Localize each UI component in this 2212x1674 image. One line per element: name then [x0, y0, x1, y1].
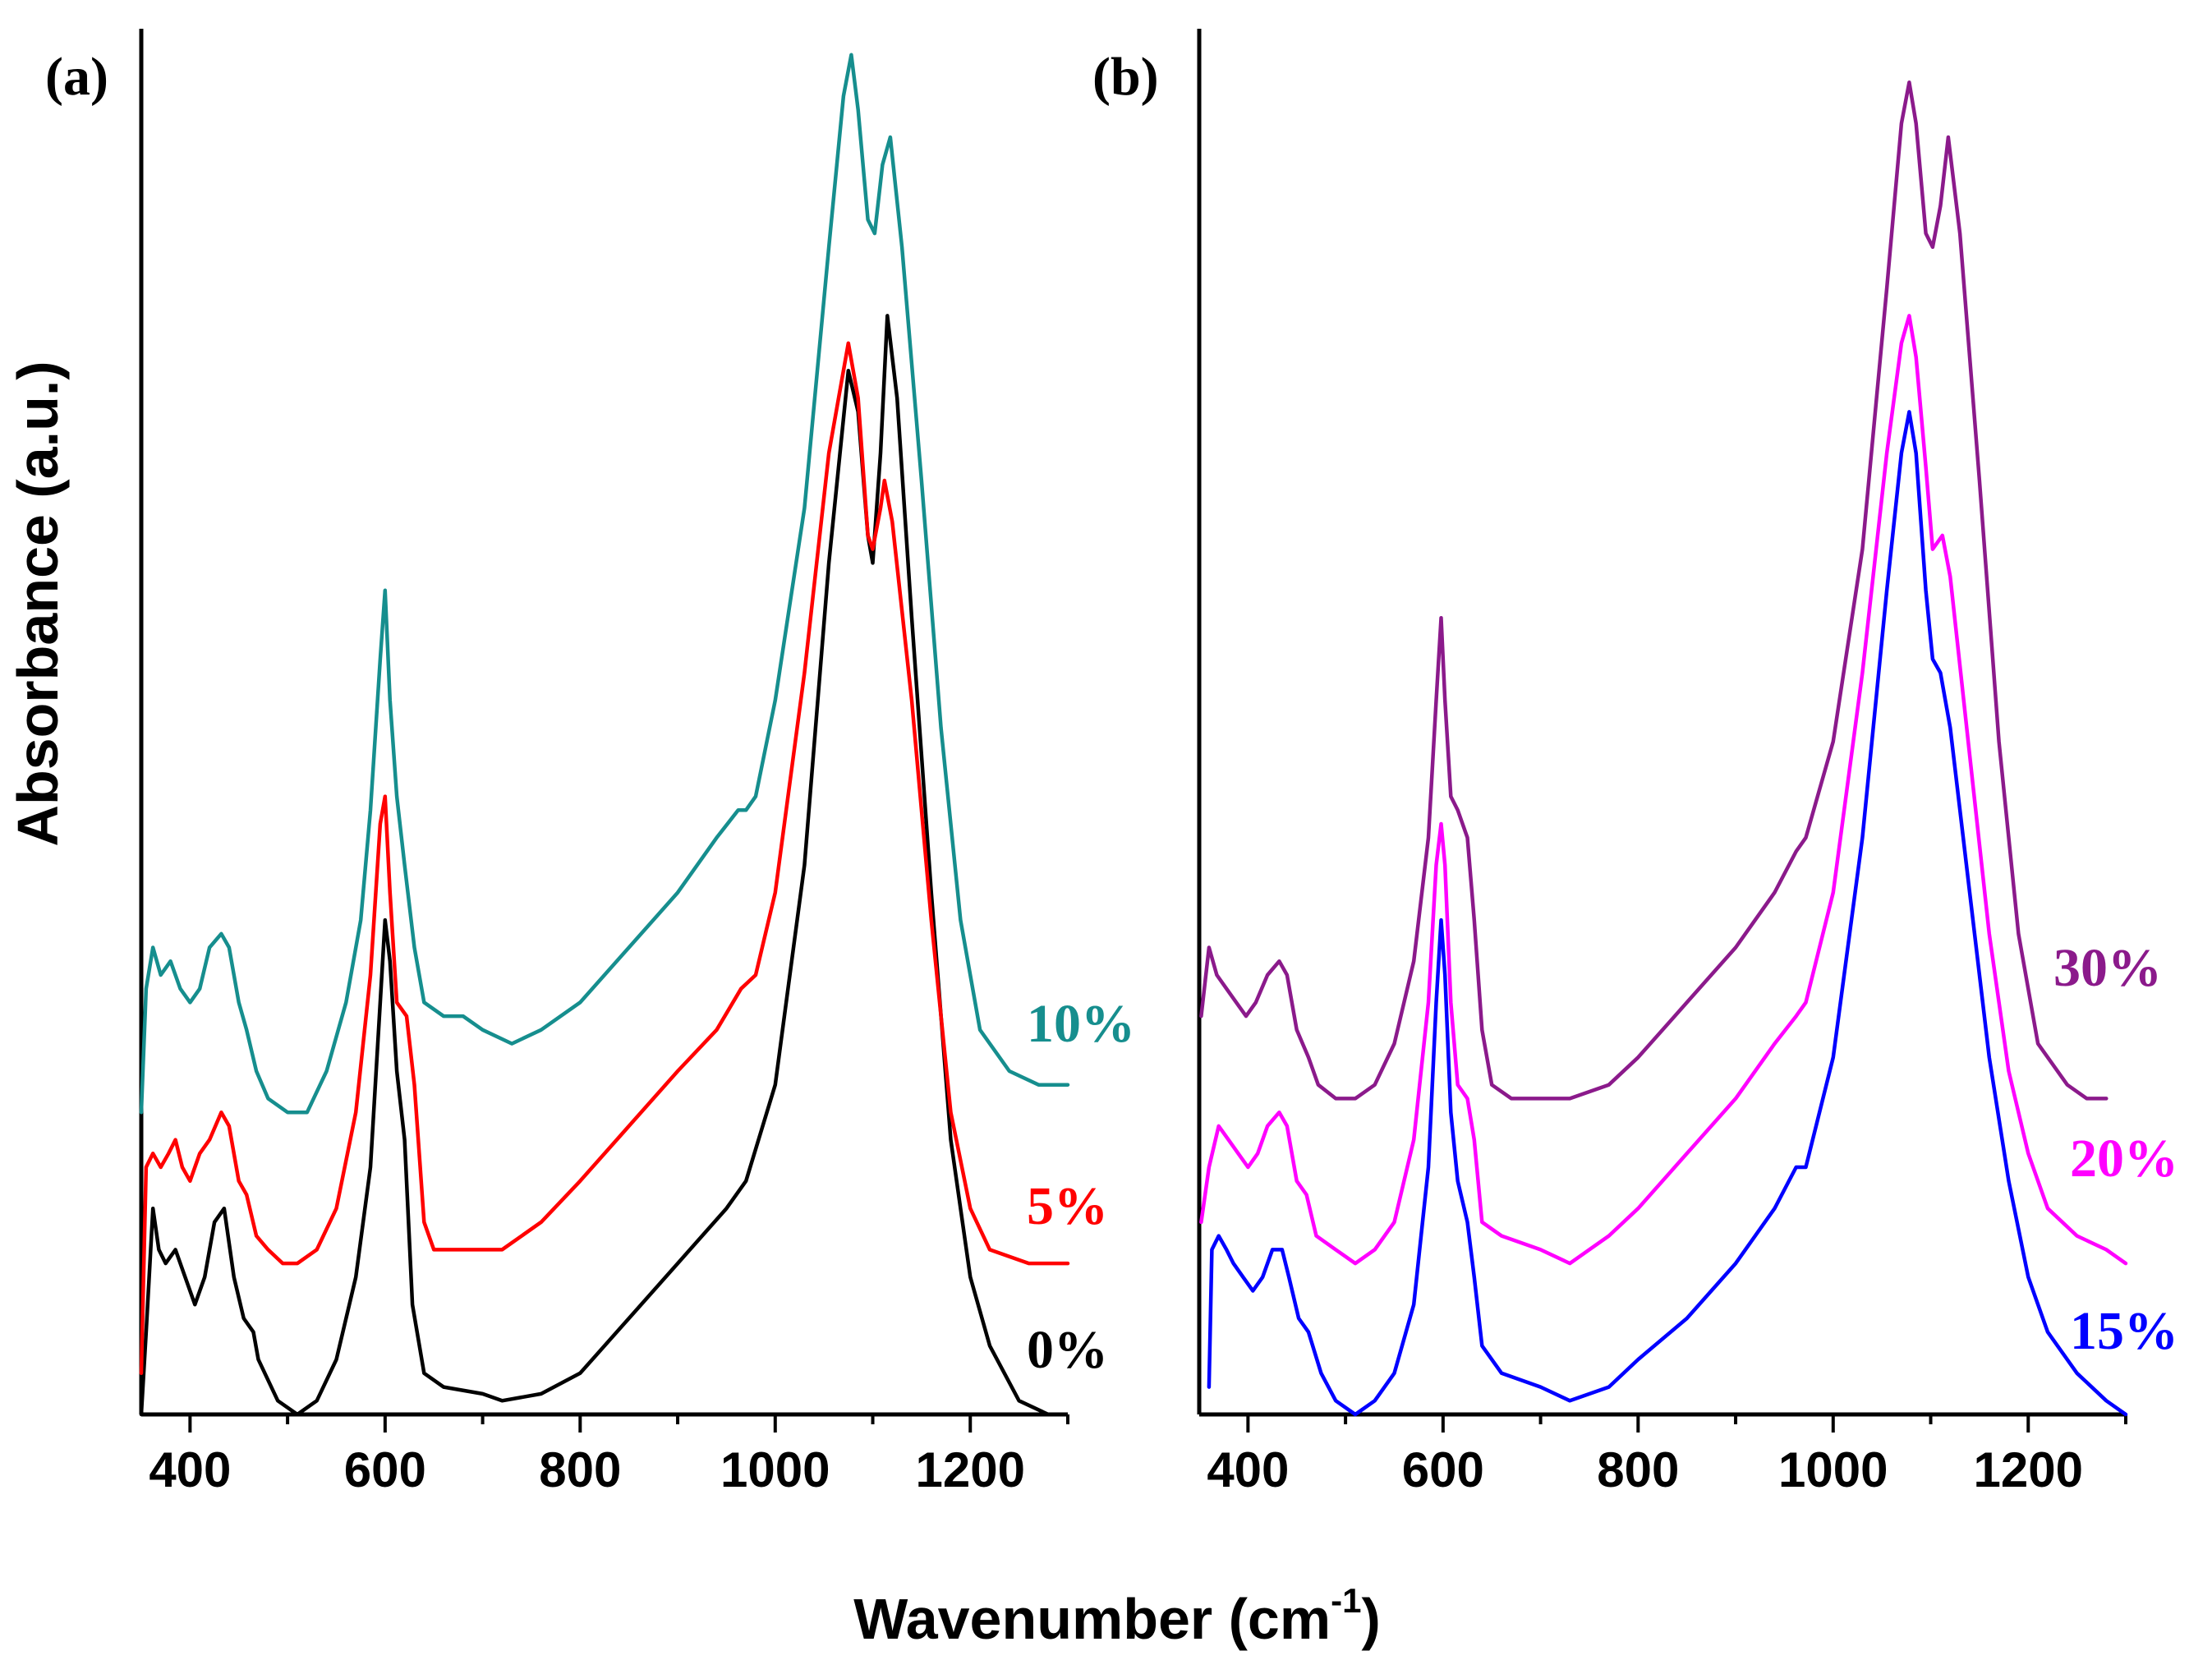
x-tick-label: 1200: [1974, 1442, 2083, 1497]
panel-b-series-labels: 15% 20% 30%: [2053, 938, 2178, 1361]
series-label-5pct: 5%: [1027, 1176, 1108, 1236]
y-axis-title: Absorbance (a.u.): [6, 361, 70, 846]
series-label-20pct: 20%: [2070, 1129, 2178, 1189]
series-line-20pct: [1199, 314, 2128, 1266]
panel-a-series: [139, 53, 1070, 1417]
panel-a-label: (a): [45, 47, 108, 107]
x-tick-label: 400: [1207, 1442, 1289, 1497]
x-tick-label: 1000: [1778, 1442, 1888, 1497]
panel-b: 400 600 800 1000 1200 15% 20% 30% (b): [1092, 29, 2178, 1497]
panel-a-series-labels: 0% 5% 10%: [1027, 994, 1135, 1380]
x-tick-label: 400: [149, 1442, 231, 1497]
series-label-15pct: 15%: [2070, 1301, 2178, 1361]
x-tick-label: 1000: [720, 1442, 830, 1497]
panel-a-x-ticks: [188, 1414, 1069, 1433]
x-tick-label: 600: [344, 1442, 426, 1497]
series-line-0pct: [139, 314, 1051, 1417]
panel-b-x-tick-labels: 400 600 800 1000 1200: [1207, 1442, 2083, 1497]
series-line-10pct: [139, 53, 1070, 1115]
panel-b-series: [1199, 80, 2128, 1417]
panel-b-x-ticks: [1246, 1414, 2127, 1433]
series-label-0pct: 0%: [1027, 1320, 1108, 1380]
series-line-15pct: [1207, 410, 2128, 1417]
series-label-30pct: 30%: [2053, 938, 2162, 998]
x-axis-title-superscript: -1: [1331, 1581, 1361, 1620]
x-tick-label: 800: [1597, 1442, 1679, 1497]
series-line-5pct: [139, 341, 1070, 1376]
panel-b-label: (b): [1092, 47, 1159, 107]
series-label-10pct: 10%: [1027, 994, 1135, 1054]
panel-a: 400 600 800 1000 1200 0% 5% 10% (a): [45, 29, 1135, 1497]
panel-a-x-tick-labels: 400 600 800 1000 1200: [149, 1442, 1025, 1497]
x-axis-title-main: Wavenumber (cm: [853, 1587, 1331, 1651]
series-line-30pct: [1199, 80, 2109, 1101]
x-axis-title: Wavenumber (cm-1): [853, 1581, 1381, 1651]
x-tick-label: 800: [539, 1442, 621, 1497]
x-axis-title-close: ): [1361, 1587, 1380, 1651]
x-tick-label: 1200: [916, 1442, 1025, 1497]
x-tick-label: 600: [1402, 1442, 1484, 1497]
